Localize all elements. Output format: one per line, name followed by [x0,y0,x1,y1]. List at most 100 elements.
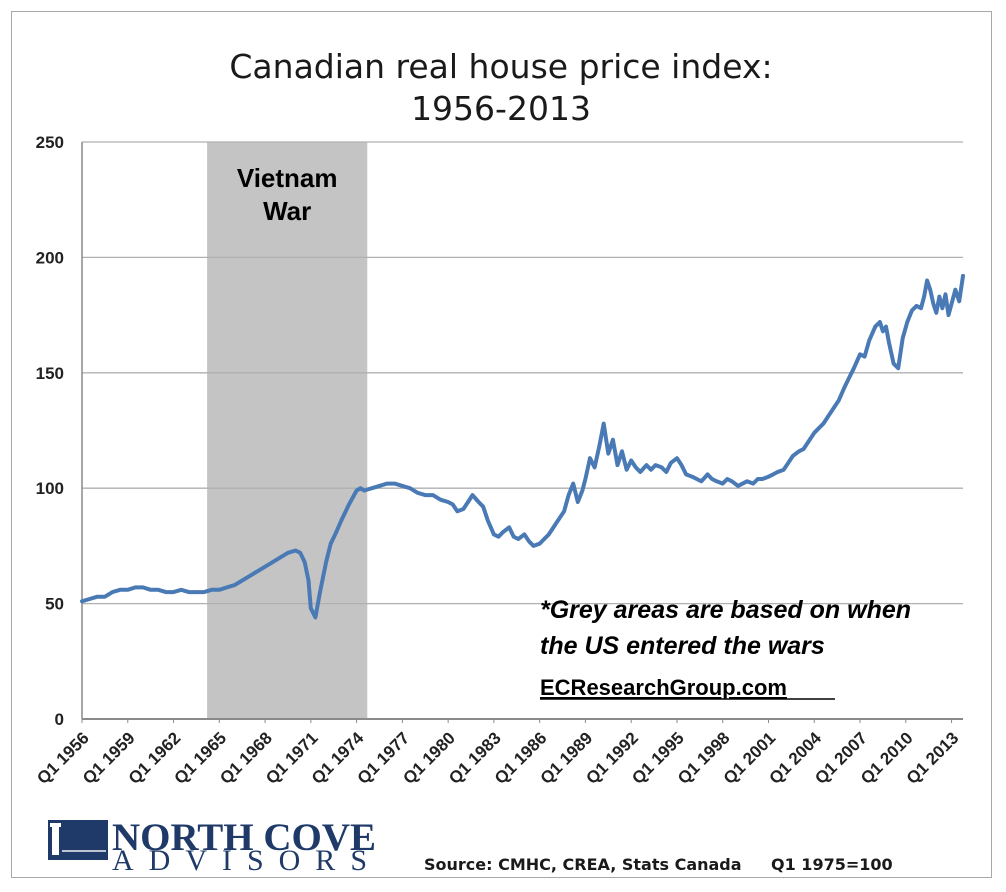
data-point [416,491,419,495]
data-point [527,540,531,543]
data-point [179,588,183,591]
data-point [538,542,541,545]
data-point [263,565,267,568]
data-point [887,341,891,344]
data-point [567,493,570,497]
data-point [941,306,944,310]
data-point [210,588,213,591]
data-point [947,313,950,317]
data-point [80,600,84,603]
chart-title-line2: 1956-2013 [411,89,591,128]
data-point [654,463,657,467]
data-point [806,440,810,444]
data-point [925,279,929,282]
data-point [832,406,836,409]
data-point [424,493,427,497]
series-layer [80,273,965,620]
data-point [691,475,694,478]
data-point [334,533,337,536]
data-point [950,302,953,305]
data-point [553,523,557,527]
data-point [828,413,831,416]
data-point [96,595,99,598]
data-point [126,588,129,591]
data-point [286,551,290,555]
data-point [309,607,313,610]
shaded-region-0 [207,142,368,719]
data-point [634,466,637,469]
annotation-line2: the US entered the wars [540,632,825,660]
data-point [822,422,825,425]
data-point [791,454,795,458]
y-tick-label: 100 [36,479,64,498]
data-point [919,306,923,310]
shaded-region-label-line2: War [263,196,311,226]
data-point [813,431,816,435]
data-point [164,590,168,594]
data-point [497,535,500,538]
data-point [562,510,566,513]
data-point [929,288,932,291]
data-point [817,426,821,430]
data-point [776,470,779,474]
data-point [202,590,206,594]
data-point [363,489,366,492]
data-point [954,288,957,291]
data-point [588,456,592,460]
data-point [523,533,526,536]
data-point [629,459,633,462]
data-point [355,489,358,492]
data-point [471,493,474,497]
data-point [318,590,322,594]
y-axis-ticks: 0 50 100 150 200 250 [36,133,64,729]
data-point [149,588,152,591]
lighthouse-tower-icon [52,825,59,855]
data-point [884,325,888,328]
data-point [477,500,480,504]
data-point [507,526,511,529]
data-point [669,461,673,465]
base-note-text: Q1 1975=100 [771,855,893,874]
data-point [492,533,496,536]
data-point [195,590,198,594]
data-point [848,376,851,379]
data-point [307,579,310,582]
data-point [584,477,587,481]
data-point [665,470,668,474]
data-point [935,311,938,314]
data-point [756,477,760,481]
data-point [878,320,882,324]
data-point [767,475,770,478]
series-line-0 [80,273,965,620]
data-point [482,505,485,508]
data-point [359,487,362,490]
data-point [881,330,885,333]
data-point [547,533,551,536]
data-point [172,590,175,594]
data-point [660,466,663,469]
data-point [639,470,642,474]
lighthouse-top-icon [50,823,61,827]
data-point [157,588,160,591]
data-point [938,295,941,298]
data-point [706,473,709,476]
ecresearch-link[interactable]: ECResearchGroup.com [540,675,787,700]
data-point [797,450,801,453]
data-point [782,468,785,471]
data-point [957,300,961,303]
data-point [700,480,703,483]
data-point [378,484,381,488]
data-point [867,339,871,342]
data-point [910,309,914,312]
data-point [745,480,749,483]
data-point [721,482,724,485]
data-point [771,473,775,476]
data-point [944,293,947,296]
data-point [88,597,91,601]
data-point [616,463,619,467]
data-point [922,295,926,298]
y-tick-label: 0 [55,710,64,729]
data-point [370,487,374,490]
